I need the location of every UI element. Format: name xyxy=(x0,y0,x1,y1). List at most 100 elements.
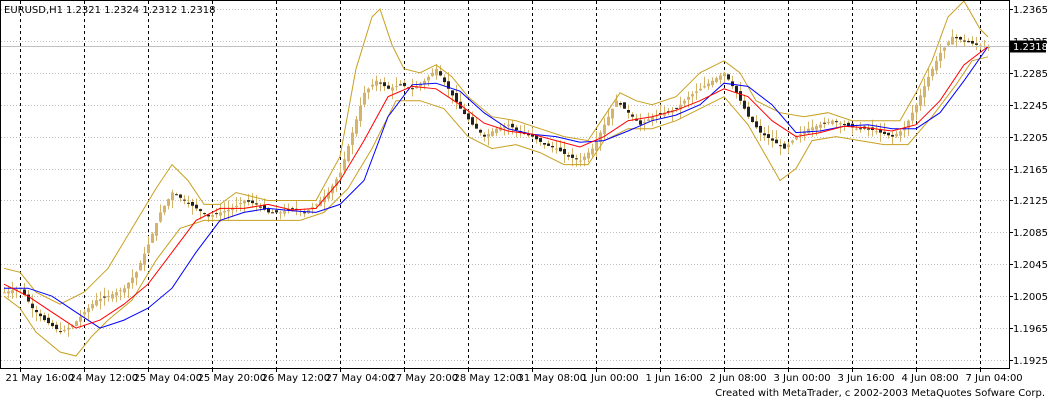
price-bar-body xyxy=(911,112,914,121)
price-bar-body xyxy=(811,127,814,131)
y-tick-label: 1.2005 xyxy=(1013,292,1048,303)
price-bar-body xyxy=(335,179,338,186)
y-tick-label: 1.2365 xyxy=(1013,5,1048,16)
price-bar-body xyxy=(947,42,950,46)
price-bar-body xyxy=(279,212,282,214)
price-bar-body xyxy=(215,213,218,215)
price-bar-body xyxy=(715,78,718,83)
x-tick-label: 24 May 12:00 xyxy=(70,373,139,384)
price-bar-body xyxy=(303,212,306,214)
price-bar-body xyxy=(815,125,818,130)
price-bar-body xyxy=(731,81,734,87)
price-bar-body xyxy=(587,152,590,159)
price-bar-body xyxy=(603,124,606,134)
x-tick-label: 3 Jun 16:00 xyxy=(838,373,895,384)
price-bar-body xyxy=(255,203,258,205)
price-bar-body xyxy=(883,131,886,134)
x-tick-label: 7 Jun 04:00 xyxy=(966,373,1023,384)
price-bar-body xyxy=(55,324,58,330)
current-price-badge: 1.2318 xyxy=(1010,40,1048,53)
price-bar-body xyxy=(127,282,130,289)
price-bar-body xyxy=(679,104,682,110)
price-bar-body xyxy=(507,124,510,127)
price-bar-body xyxy=(47,317,50,324)
price-bar-body xyxy=(135,272,138,278)
price-bar-body xyxy=(3,292,6,294)
price-bar-body xyxy=(915,104,918,113)
price-bar-body xyxy=(387,85,390,89)
price-bar-body xyxy=(767,134,770,138)
price-bar-body xyxy=(339,172,342,178)
price-bar-body xyxy=(259,206,262,208)
price-bar-body xyxy=(799,133,802,135)
price-bar-body xyxy=(919,95,922,106)
x-tick-label: 2 Jun 08:00 xyxy=(710,373,767,384)
price-bar-body xyxy=(651,116,654,122)
price-bar-body xyxy=(63,329,66,331)
price-bar-body xyxy=(179,194,182,198)
price-bar-body xyxy=(59,331,62,333)
price-bar-body xyxy=(831,120,834,124)
horizontal-grid xyxy=(1,9,1009,361)
price-bar-body xyxy=(835,121,838,123)
price-bar-body xyxy=(623,102,626,109)
price-bar-body xyxy=(399,84,402,86)
price-bar-body xyxy=(643,122,646,124)
x-tick-label: 25 May 04:00 xyxy=(134,373,203,384)
price-bar-body xyxy=(159,212,162,222)
price-bar-body xyxy=(579,160,582,162)
x-tick-label: 27 May 20:00 xyxy=(390,373,459,384)
y-tick-label: 1.1965 xyxy=(1013,324,1048,335)
price-bar-body xyxy=(759,125,762,133)
price-bar-body xyxy=(495,128,498,134)
price-bar-body xyxy=(611,108,614,119)
price-bar-body xyxy=(39,313,42,317)
price-bar-body xyxy=(791,140,794,143)
price-bar-body xyxy=(283,211,286,214)
price-bar-body xyxy=(51,322,54,327)
price-bar-body xyxy=(543,142,546,145)
indicator-lines xyxy=(1,0,1009,357)
price-bar-body xyxy=(555,148,558,150)
footer-credit: Created with MetaTrader, c 2002-2003 Met… xyxy=(715,388,1045,399)
price-bar-body xyxy=(431,72,434,77)
price-bar-body xyxy=(343,159,346,171)
envelope-upper-line xyxy=(3,0,989,305)
price-bar-body xyxy=(927,76,930,87)
price-bar-body xyxy=(123,288,126,293)
price-bar-body xyxy=(315,204,318,206)
price-bar-body xyxy=(219,212,222,216)
price-bar-body xyxy=(347,145,350,162)
price-bar-body xyxy=(571,154,574,158)
price-bar-body xyxy=(163,205,166,213)
price-bar-body xyxy=(707,83,710,87)
price-bar-body xyxy=(147,244,150,253)
price-bar-body xyxy=(751,116,754,123)
symbol-label: EURUSD,H1 xyxy=(4,5,63,16)
price-bar-body xyxy=(959,37,962,40)
price-bar-body xyxy=(687,96,690,100)
price-bar-body xyxy=(199,209,202,212)
x-tick-label: 28 May 12:00 xyxy=(454,373,523,384)
price-bar-body xyxy=(747,106,750,117)
price-bar-body xyxy=(703,86,706,88)
price-bar-body xyxy=(383,82,386,87)
price-bar-body xyxy=(847,122,850,126)
price-bar-body xyxy=(363,92,366,105)
price-bar-body xyxy=(87,308,90,313)
price-bar-body xyxy=(7,291,10,294)
price-bar-body xyxy=(311,207,314,209)
price-bar-body xyxy=(855,128,858,130)
price-bar-body xyxy=(275,210,278,213)
price-bar-body xyxy=(107,296,110,298)
x-tick-label: 21 May 16:00 xyxy=(6,373,75,384)
price-bar-body xyxy=(699,88,702,91)
y-tick-label: 1.2085 xyxy=(1013,228,1048,239)
price-bar-body xyxy=(71,325,74,328)
price-bar-body xyxy=(875,131,878,133)
price-bar-body xyxy=(659,113,662,115)
price-bar-body xyxy=(143,253,146,265)
price-bar-body xyxy=(575,158,578,160)
